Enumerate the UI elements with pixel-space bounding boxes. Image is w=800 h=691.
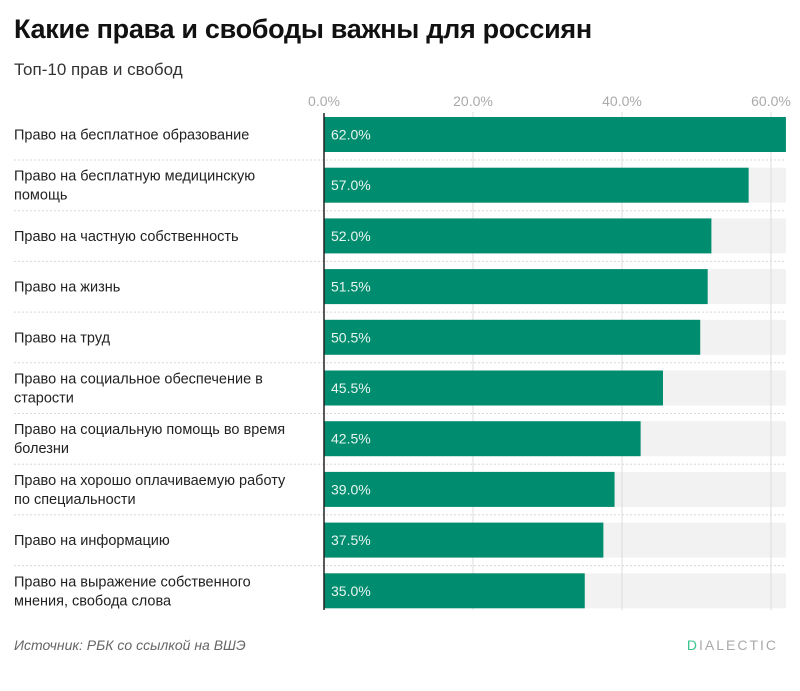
x-tick-label: 40.0% bbox=[602, 93, 642, 109]
source-note: Источник: РБК со ссылкой на ВШЭ bbox=[14, 637, 246, 653]
category-label-line: Право на информацию bbox=[14, 533, 170, 549]
bar-value-label: 37.5% bbox=[331, 532, 371, 548]
category-label-line: Право на жизнь bbox=[14, 280, 120, 296]
bar-value-label: 52.0% bbox=[331, 228, 371, 244]
category-label: Право на жизнь bbox=[14, 280, 120, 296]
category-label: Право на бесплатную медицинскую помощь bbox=[14, 169, 255, 204]
bar bbox=[324, 319, 701, 355]
category-label-line: помощь bbox=[14, 188, 67, 204]
x-tick-label: 20.0% bbox=[453, 93, 493, 109]
brand-logo-initial: D bbox=[686, 637, 699, 653]
category-label-line: Право на социальное обеспечение в bbox=[14, 372, 263, 388]
bar bbox=[324, 471, 615, 507]
category-label: Право на бесплатное образование bbox=[14, 128, 249, 144]
bar-value-label: 50.5% bbox=[331, 329, 371, 345]
bar-value-label: 39.0% bbox=[331, 481, 371, 497]
bar bbox=[324, 421, 641, 457]
category-label-line: Право на хорошо оплачиваемую работу bbox=[14, 473, 286, 489]
bar bbox=[324, 269, 708, 305]
bar bbox=[324, 370, 663, 406]
chart-subtitle: Топ-10 прав и свобод bbox=[14, 60, 183, 79]
brand-logo: DIALECTIC bbox=[687, 637, 778, 653]
bar bbox=[324, 522, 604, 558]
bar-value-label: 51.5% bbox=[331, 279, 371, 295]
bar-value-label: 57.0% bbox=[331, 177, 371, 193]
category-label: Право на частную собственность bbox=[14, 229, 239, 245]
category-label: Право на социальное обеспечение в старост… bbox=[14, 372, 263, 407]
category-label: Право на труд bbox=[14, 330, 111, 346]
bar bbox=[324, 573, 585, 609]
category-label: Право на социальную помощь во время болез… bbox=[14, 422, 285, 457]
bar-value-label: 35.0% bbox=[331, 583, 371, 599]
bar-value-label: 45.5% bbox=[331, 380, 371, 396]
bar bbox=[324, 167, 749, 203]
bar-value-label: 42.5% bbox=[331, 431, 371, 447]
x-tick-label: 60.0% bbox=[751, 93, 791, 109]
x-tick-label: 0.0% bbox=[308, 93, 340, 109]
category-label-line: Право на бесплатное образование bbox=[14, 128, 249, 144]
category-label-line: Право на бесплатную медицинскую bbox=[14, 169, 255, 185]
category-label-line: мнения, свобода слова bbox=[14, 593, 172, 609]
bar bbox=[324, 117, 786, 152]
bar bbox=[324, 218, 712, 254]
category-label-line: Право на частную собственность bbox=[14, 229, 239, 245]
brand-logo-rest: IALECTIC bbox=[698, 637, 778, 653]
category-label-line: по специальности bbox=[14, 492, 136, 508]
category-label-line: старости bbox=[14, 391, 74, 407]
category-label-line: Право на социальную помощь во время bbox=[14, 422, 285, 438]
chart-title: Какие права и свободы важны для россиян bbox=[14, 14, 592, 44]
category-label: Право на выражение собственного мнения, с… bbox=[14, 574, 251, 609]
category-label-line: болезни bbox=[14, 441, 69, 457]
category-label: Право на информацию bbox=[14, 533, 170, 549]
category-label-line: Право на выражение собственного bbox=[14, 574, 251, 590]
category-label-line: Право на труд bbox=[14, 330, 111, 346]
bar-value-label: 62.0% bbox=[331, 127, 371, 143]
category-label: Право на хорошо оплачиваемую работу по сп… bbox=[14, 473, 286, 508]
